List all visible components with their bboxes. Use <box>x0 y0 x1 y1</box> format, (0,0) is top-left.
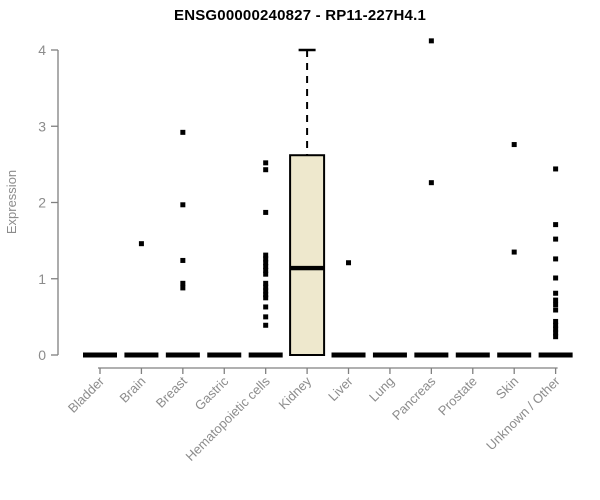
boxplot-group <box>83 352 117 358</box>
outlier-point <box>428 180 434 186</box>
collapsed-box <box>83 352 117 358</box>
outlier-point <box>180 257 186 263</box>
outlier-point <box>553 302 559 308</box>
y-tick-label: 2 <box>38 195 46 211</box>
boxplot-group <box>455 352 490 358</box>
x-tick-label: Liver <box>325 373 356 404</box>
x-tick-label: Unknown / Other <box>483 373 563 453</box>
median-line <box>290 265 325 271</box>
outlier-point <box>263 252 269 258</box>
y-axis: 0 1 2 3 4 <box>38 42 59 363</box>
outlier-point <box>180 129 186 135</box>
boxplot-group <box>538 166 573 358</box>
outlier-point <box>553 236 559 242</box>
outlier-point <box>553 330 559 336</box>
chart-title: ENSG00000240827 - RP11-227H4.1 <box>173 7 426 24</box>
y-tick-label: 4 <box>38 42 46 58</box>
outlier-point <box>263 256 269 262</box>
x-tick-label: Brain <box>116 374 148 406</box>
outlier-point <box>263 160 269 166</box>
outlier-point <box>263 271 269 277</box>
boxplot-group <box>207 352 242 358</box>
outlier-point <box>511 142 517 148</box>
collapsed-box <box>455 352 490 358</box>
outlier-point <box>263 260 269 266</box>
x-tick-label: Lung <box>366 374 397 405</box>
boxplot-group <box>248 160 283 358</box>
outlier-point <box>180 280 186 286</box>
outlier-point <box>553 297 559 303</box>
outlier-point <box>263 167 269 173</box>
outlier-point <box>263 288 269 294</box>
collapsed-box <box>124 352 159 358</box>
outlier-point <box>553 290 559 296</box>
boxplot-group <box>124 241 159 358</box>
x-tick-label: Kidney <box>276 373 315 412</box>
collapsed-box <box>331 352 366 358</box>
outlier-point <box>553 326 559 332</box>
collapsed-box <box>248 352 283 358</box>
y-tick-label: 1 <box>38 271 46 287</box>
outlier-point <box>263 322 269 328</box>
collapsed-box <box>538 352 573 358</box>
x-tick-label: Prostate <box>435 374 480 419</box>
box <box>289 154 326 356</box>
collapsed-box <box>414 352 449 358</box>
outlier-point <box>263 314 269 320</box>
outlier-point <box>553 334 559 340</box>
outlier-point <box>263 264 269 270</box>
outlier-point <box>180 285 186 291</box>
x-tick-label: Breast <box>153 373 190 410</box>
outlier-point <box>553 307 559 313</box>
collapsed-box <box>165 352 200 358</box>
outlier-point <box>553 318 559 324</box>
outlier-point <box>511 249 517 255</box>
y-axis-label: Expression <box>4 169 19 235</box>
x-tick-label: Gastric <box>192 373 232 413</box>
outlier-point <box>138 241 144 247</box>
outlier-point <box>553 275 559 281</box>
outlier-point <box>263 280 269 286</box>
boxplot-group <box>414 38 449 358</box>
outlier-point <box>346 260 352 266</box>
collapsed-box <box>207 352 242 358</box>
outlier-point <box>553 322 559 328</box>
boxplot-group <box>331 260 366 358</box>
outlier-point <box>553 166 559 172</box>
outlier-point <box>263 295 269 301</box>
outlier-point <box>263 209 269 215</box>
boxplot-group <box>372 352 407 358</box>
boxplot-group <box>165 129 200 358</box>
y-tick-label: 3 <box>38 118 46 134</box>
boxplot-group <box>289 48 326 356</box>
outlier-point <box>263 267 269 273</box>
x-tick-label: Bladder <box>65 373 108 416</box>
y-tick-label: 0 <box>38 347 46 363</box>
boxplot-group <box>497 142 532 358</box>
x-tick-label: Pancreas <box>389 373 439 423</box>
outlier-point <box>263 292 269 298</box>
outlier-point <box>553 256 559 262</box>
outlier-point <box>553 222 559 228</box>
outlier-point <box>263 284 269 290</box>
collapsed-box <box>497 352 532 358</box>
outlier-point <box>428 38 434 44</box>
outlier-point <box>263 304 269 310</box>
outlier-point <box>180 202 186 208</box>
collapsed-box <box>372 352 407 358</box>
x-tick-label: Skin <box>493 374 521 402</box>
